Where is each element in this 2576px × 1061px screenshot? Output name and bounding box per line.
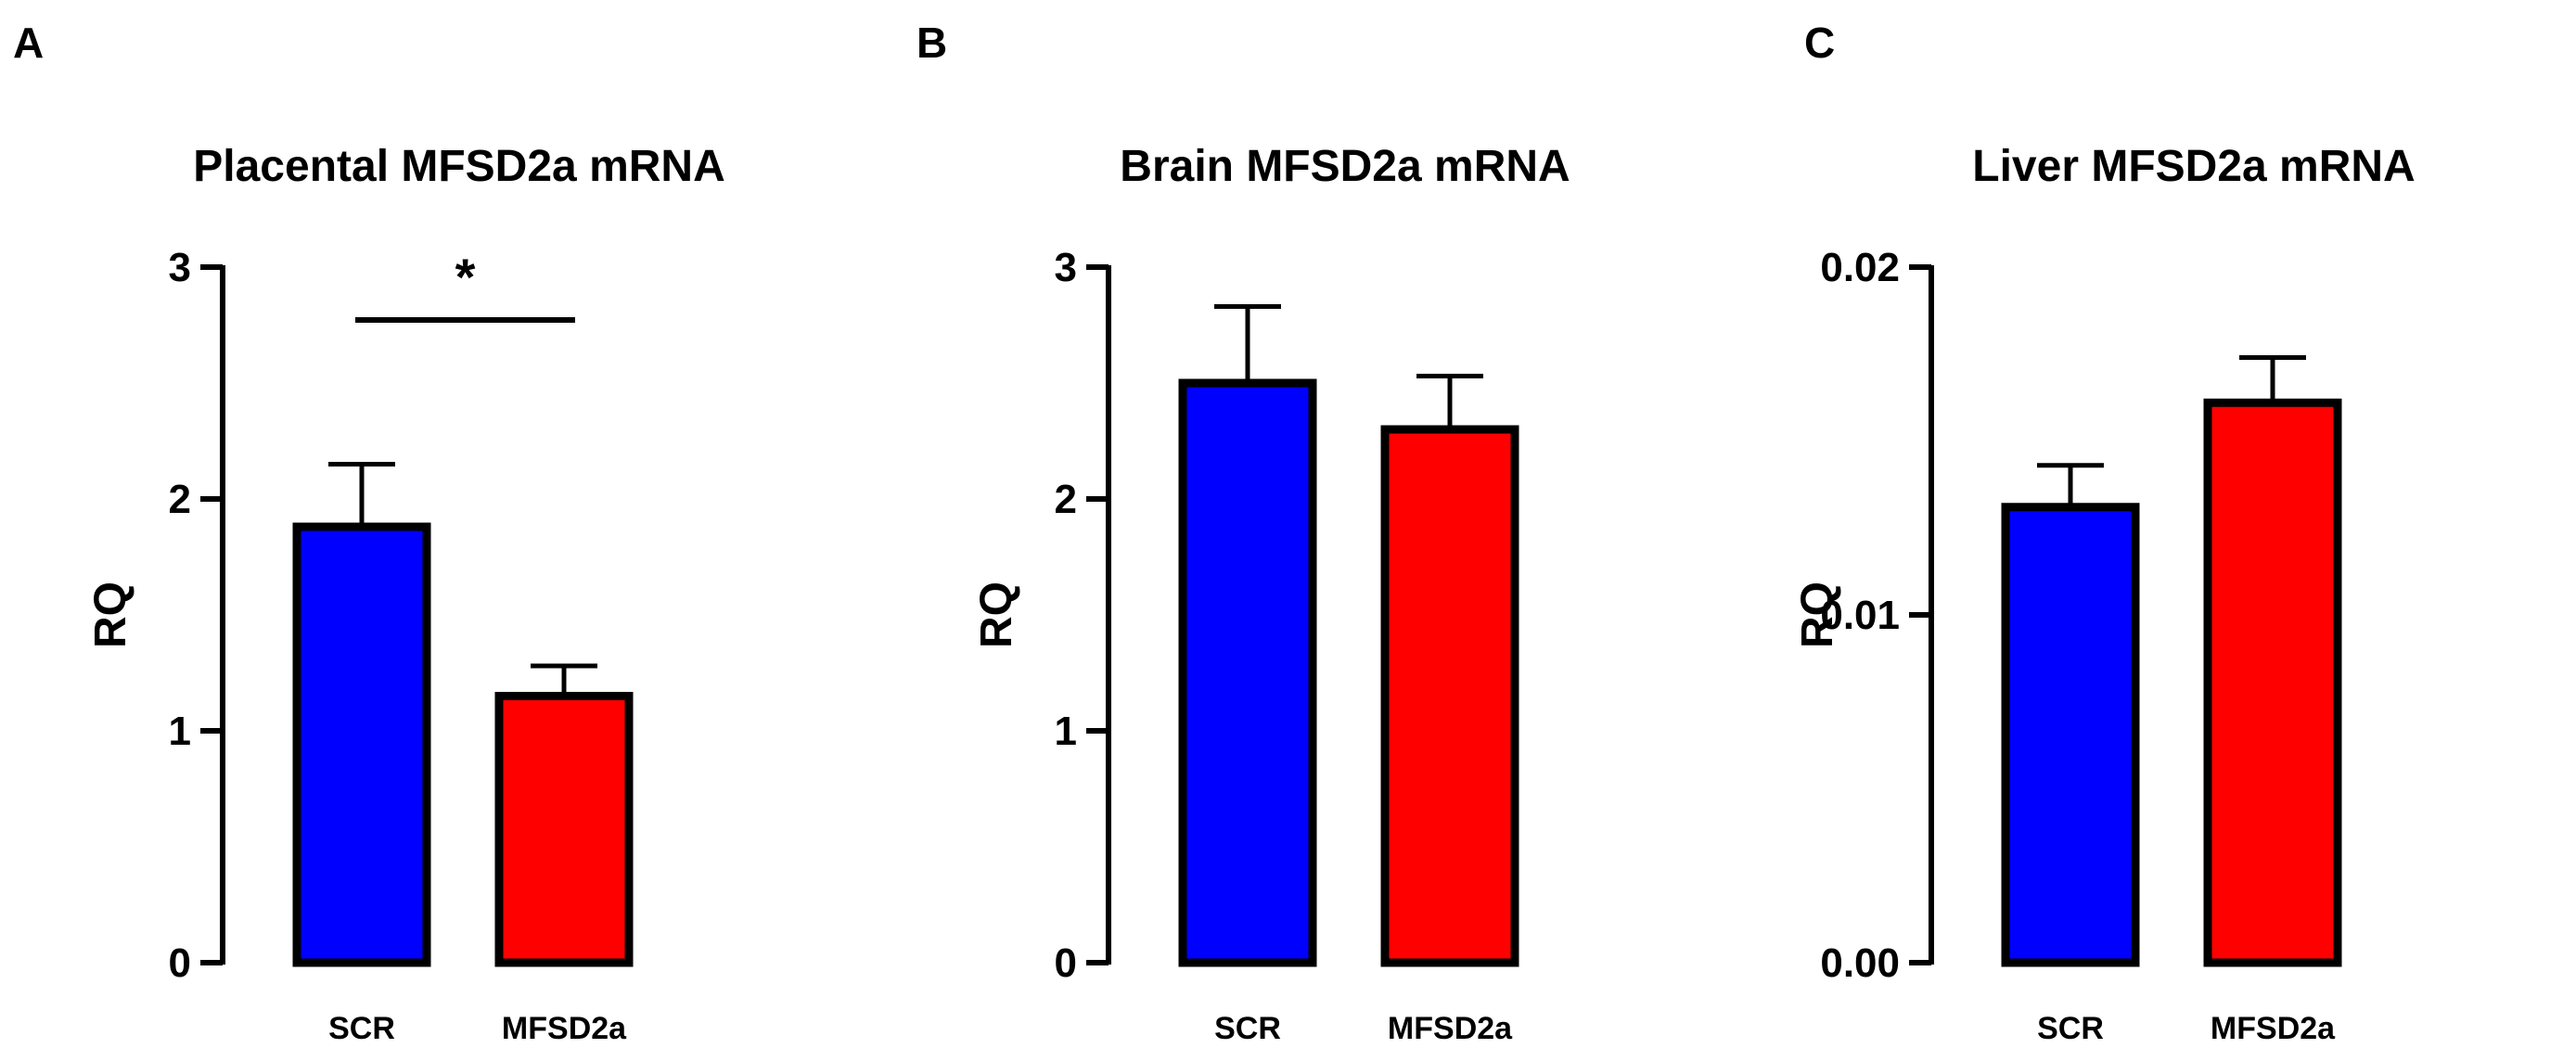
y-axis-label: RQ [1793, 582, 1842, 648]
panel-letter: A [13, 19, 44, 67]
x-category-label: MFSD2a [502, 1011, 627, 1046]
y-tick-label: 3 [1055, 245, 1077, 290]
y-tick-label: 1 [1055, 709, 1077, 754]
y-tick-label: 0.02 [1820, 245, 1900, 290]
x-category-label: SCR [2037, 1011, 2104, 1046]
bar-scr [292, 522, 431, 967]
bar-scr [1178, 378, 1317, 967]
y-tick-label: 1 [169, 709, 191, 754]
y-axis-label: RQ [972, 582, 1021, 648]
panel-a: A Placental MFSD2a mRNA RQ 0 1 2 3 SCR MFSD2a * [13, 19, 725, 1046]
panel-b: B Brain MFSD2a mRNA RQ 0 1 2 3 SCR MFSD2a [916, 19, 1570, 1046]
bar-mfsd2a [2203, 398, 2342, 967]
y-tick-label: 2 [1055, 477, 1077, 522]
panel-letter: C [1804, 19, 1835, 67]
y-tick-label: 0 [169, 940, 191, 986]
x-category-label: MFSD2a [2211, 1011, 2336, 1046]
chart-title: Liver MFSD2a mRNA [1972, 142, 2415, 191]
bar-mfsd2a [1380, 425, 1519, 967]
panel-c: C Liver MFSD2a mRNA RQ 0.00 0.01 0.02 SCR MFSD2… [1793, 19, 2416, 1046]
y-tick-label: 3 [169, 245, 191, 290]
bar-mfsd2a [494, 692, 634, 967]
x-category-label: MFSD2a [1388, 1011, 1513, 1046]
y-tick-label: 0.01 [1820, 593, 1900, 638]
x-category-label: SCR [1214, 1011, 1281, 1046]
y-tick-label: 0 [1055, 940, 1077, 986]
y-axis-label: RQ [86, 582, 135, 648]
chart-title: Placental MFSD2a mRNA [193, 142, 725, 191]
bar-scr [2001, 503, 2140, 967]
x-category-label: SCR [328, 1011, 395, 1046]
chart-title: Brain MFSD2a mRNA [1120, 142, 1570, 191]
y-tick-label: 0.00 [1820, 940, 1900, 986]
panel-letter: B [916, 19, 947, 67]
significance-label: * [455, 248, 476, 306]
y-tick-label: 2 [169, 477, 191, 522]
